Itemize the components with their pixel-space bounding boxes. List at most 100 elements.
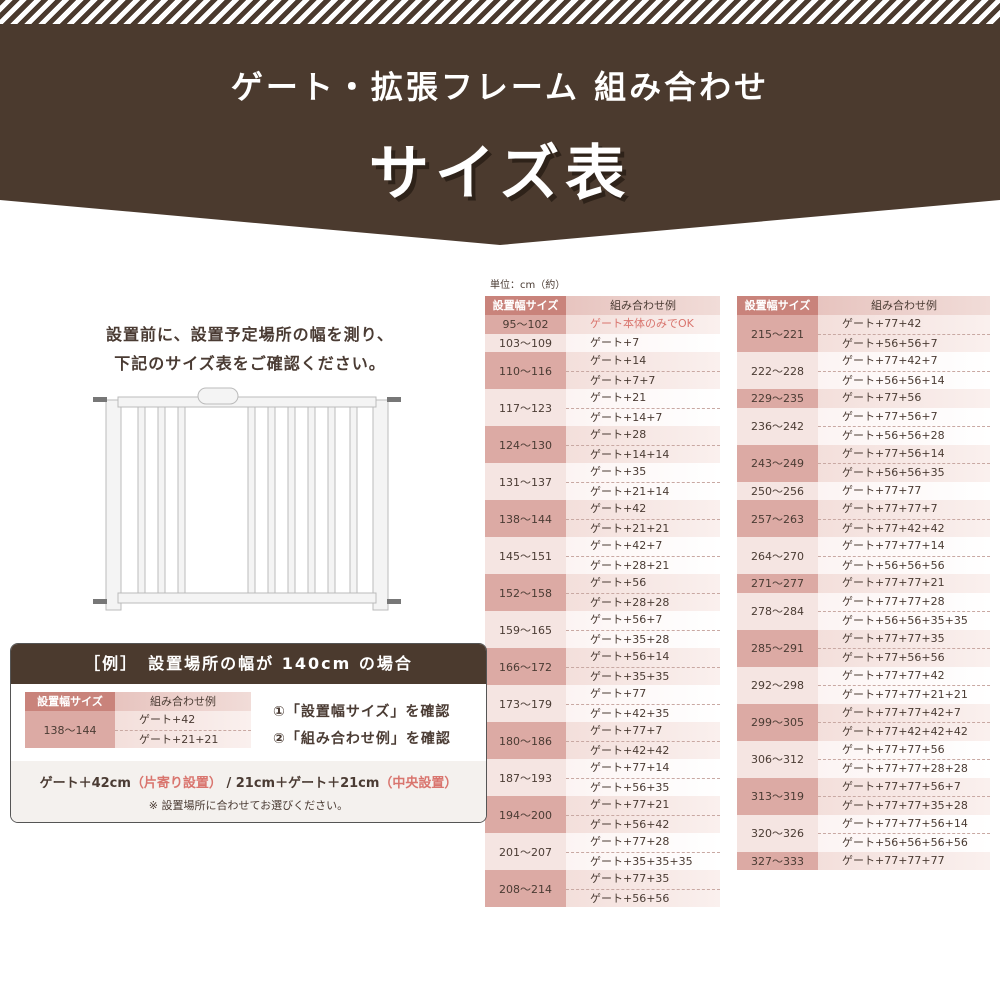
combo-cell: ゲート+35+28	[566, 629, 720, 649]
gate-illustration	[93, 387, 401, 611]
combo-cell: ゲート+14+14	[566, 444, 720, 464]
table-row: 138〜144 ゲート+42 ゲート+21+21	[485, 500, 720, 537]
combo-cell: ゲート+7+7	[566, 370, 720, 390]
combo-cell: ゲート+56+56+14	[818, 370, 990, 390]
combo-cell: ゲート+35+35	[566, 666, 720, 686]
table-row: 208〜214 ゲート+77+35 ゲート+56+56	[485, 870, 720, 907]
table-row: 313〜319 ゲート+77+77+56+7 ゲート+77+77+35+28	[737, 777, 990, 815]
result-a-note: （片寄り設置）	[130, 776, 222, 791]
example-box: ［例］ 設置場所の幅が 140cm の場合 設置幅サイズ 組み合わせ例 138〜1…	[10, 643, 487, 823]
combo-cell: ゲート+77+77+21	[842, 576, 945, 589]
table-row: 110〜116 ゲート+14 ゲート+7+7	[485, 352, 720, 389]
intro-line: 設置前に、設置予定場所の幅を測り、	[106, 325, 394, 344]
combo-cell: ゲート+56+56+7	[818, 333, 990, 353]
gate-bar	[287, 406, 296, 594]
size-cell: 264〜270	[737, 537, 818, 574]
size-cell: 159〜165	[485, 611, 566, 648]
size-cell: 152〜158	[485, 574, 566, 611]
combo-cell: ゲート+28	[590, 428, 647, 441]
size-cell: 103〜109	[485, 333, 566, 352]
combo-cell: ゲート+56+56+56+56	[818, 833, 990, 852]
gate-bar	[177, 406, 186, 594]
table-row: 215〜221 ゲート+77+42 ゲート+56+56+7	[737, 315, 990, 352]
steps: ①「設置幅サイズ」を確認 ②「組み合わせ例」を確認	[273, 699, 451, 753]
table-row: 124〜130 ゲート+28 ゲート+14+14	[485, 426, 720, 463]
combo-cell: ゲート+77+56+7	[842, 409, 938, 423]
size-cell: 145〜151	[485, 537, 566, 574]
table-row: 257〜263 ゲート+77+77+7 ゲート+77+42+42	[737, 500, 990, 537]
unit-label: 単位：cm（約）	[490, 280, 566, 291]
header-size: 設置幅サイズ	[25, 692, 115, 711]
combo-cell: ゲート+7	[590, 335, 640, 349]
gate-bar	[157, 406, 166, 594]
table-row: 278〜284 ゲート+77+77+28 ゲート+56+56+35+35	[737, 592, 990, 630]
combo-cell: ゲート+42	[139, 713, 196, 726]
result-b-note: （中央設置）	[379, 776, 458, 791]
table-row: 95〜102 ゲート本体のみでOK	[485, 315, 720, 334]
size-cell: 180〜186	[485, 722, 566, 759]
size-cell: 250〜256	[737, 481, 818, 500]
combo-cell: ゲート+56+56+28	[818, 426, 990, 445]
combo-cell: ゲート+35+35+35	[566, 851, 720, 871]
table-row: 194〜200 ゲート+77+21 ゲート+56+42	[485, 796, 720, 833]
combo-cell: ゲート+42+7	[590, 539, 663, 552]
gate-bar	[349, 406, 358, 594]
size-cell: 117〜123	[485, 389, 566, 426]
table-header: 設置幅サイズ 組み合わせ例	[25, 692, 251, 711]
header-combo: 組み合わせ例	[818, 296, 990, 315]
combo-cell: ゲート+77+77+28	[842, 594, 945, 608]
size-cell: 327〜333	[737, 851, 818, 870]
size-cell: 201〜207	[485, 833, 566, 870]
result-b: 21cm＋ゲート＋21cm	[235, 776, 380, 791]
combo-cell: ゲート+77+21	[590, 798, 670, 811]
size-cell: 236〜242	[737, 407, 818, 445]
size-cell: 187〜193	[485, 759, 566, 796]
table-row: 285〜291 ゲート+77+77+35 ゲート+77+56+56	[737, 629, 990, 667]
combo-cell: ゲート+77+77+14	[842, 539, 945, 552]
gate-bar	[137, 406, 146, 594]
header-size: 設置幅サイズ	[737, 296, 818, 315]
size-cell: 95〜102	[485, 315, 566, 334]
combo-cell: ゲート+56+56	[566, 888, 720, 908]
size-cell: 138〜144	[25, 711, 115, 748]
combo-cell: ゲート+77+77+42+7	[842, 705, 961, 719]
size-cell: 166〜172	[485, 648, 566, 685]
size-cell: 131〜137	[485, 463, 566, 500]
gate-bar	[307, 406, 316, 594]
stripe-border	[0, 0, 1000, 24]
gate-bar	[267, 406, 276, 594]
size-cell: 194〜200	[485, 796, 566, 833]
size-cell: 285〜291	[737, 629, 818, 667]
header-size: 設置幅サイズ	[485, 296, 566, 315]
combo-cell: ゲート+77+56	[842, 391, 922, 404]
combo-cell: ゲート+56+56+56	[818, 555, 990, 575]
size-cell: 271〜277	[737, 574, 818, 593]
example-title: ［例］ 設置場所の幅が 140cm の場合	[11, 644, 486, 684]
combo-cell: ゲート+42+42	[566, 740, 720, 760]
combo-cell: ゲート+21+14	[566, 481, 720, 501]
size-cell: 124〜130	[485, 426, 566, 463]
table-row: 250〜256 ゲート+77+77	[737, 481, 990, 500]
size-table-left: 設置幅サイズ 組み合わせ例 95〜102 ゲート本体のみでOK 103〜109 ゲート+7…	[485, 296, 720, 907]
example-result: ゲート＋42cm（片寄り設置） / 21cm＋ゲート＋21cm（中央設置） ※ …	[11, 761, 486, 822]
table-row: 222〜228 ゲート+77+42+7 ゲート+56+56+14	[737, 352, 990, 389]
combo-cell: ゲート+77+77+21+21	[818, 685, 990, 704]
table-row: 320〜326 ゲート+77+77+56+14 ゲート+56+56+56+56	[737, 814, 990, 852]
combo-cell: ゲート+28+28	[566, 592, 720, 612]
combo-cell: ゲート+56+56+35+35	[818, 611, 990, 630]
table-row: 173〜179 ゲート+77 ゲート+42+35	[485, 685, 720, 722]
combo-cell: ゲート+77+77+35	[842, 631, 945, 645]
size-cell: 292〜298	[737, 666, 818, 704]
table-row: 201〜207 ゲート+77+28 ゲート+35+35+35	[485, 833, 720, 870]
table-row: 180〜186 ゲート+77+7 ゲート+42+42	[485, 722, 720, 759]
table-row: 152〜158 ゲート+56 ゲート+28+28	[485, 574, 720, 611]
combo-cell: ゲート+77+77+35+28	[818, 796, 990, 815]
gate-bar	[247, 406, 256, 594]
combo-cell: ゲート+77+28	[590, 835, 670, 848]
table-row: 187〜193 ゲート+77+14 ゲート+56+35	[485, 759, 720, 796]
table-row: 236〜242 ゲート+77+56+7 ゲート+56+56+28	[737, 407, 990, 445]
combo-cell: ゲート+14+7	[566, 407, 720, 427]
result-a: ゲート＋42cm	[39, 776, 131, 791]
combo-cell: ゲート+77+77+77	[842, 853, 945, 867]
table-row: 138〜144 ゲート+42 ゲート+21+21	[25, 711, 251, 748]
